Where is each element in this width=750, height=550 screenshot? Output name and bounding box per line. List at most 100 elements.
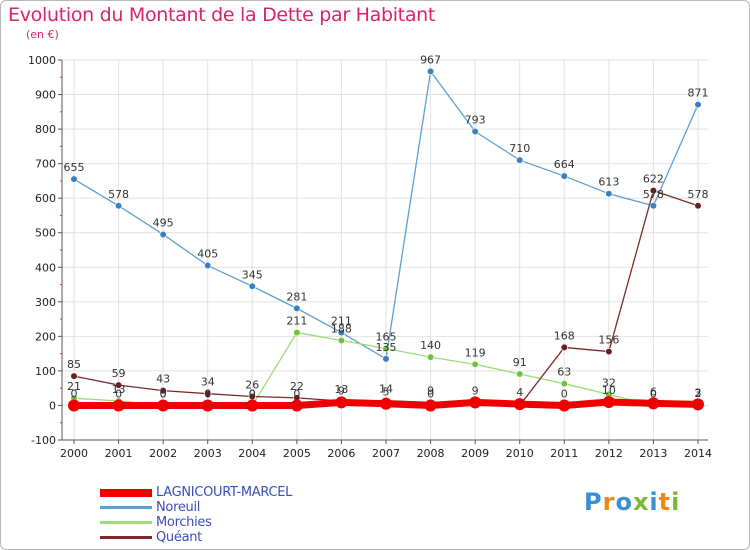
data-point-qu-ant [560,343,568,352]
data-point-morchies [382,344,390,353]
data-label-qu-ant: 168 [554,329,575,342]
data-label-lagnicourt-marcel: 0 [204,387,211,400]
data-point-qu-ant [70,372,78,380]
x-tick-label: 2001 [105,447,133,460]
data-point-lagnicourt-marcel [335,396,348,409]
data-label-qu-ant: 59 [112,367,126,380]
data-label-noreuil: 664 [554,158,575,171]
data-label-morchies: 13 [112,383,126,396]
y-tick-label: 1000 [28,54,56,67]
data-label-qu-ant: 156 [598,334,619,347]
data-label-lagnicourt-marcel: 10 [602,384,616,397]
data-label-noreuil: 578 [108,188,129,201]
data-label-morchies: 165 [376,330,397,343]
data-label-noreuil: 495 [153,216,174,229]
data-label-qu-ant: 22 [290,380,304,393]
data-label-morchies: 32 [602,376,616,389]
data-point-noreuil [516,156,524,164]
data-label-noreuil: 967 [420,53,441,66]
legend-label: Morchies [156,515,212,530]
legend-swatch [100,521,152,524]
x-tick-label: 2008 [417,447,445,460]
logo-letter: P [584,488,603,516]
data-label-morchies: 140 [420,339,441,352]
y-tick-label: 200 [35,330,56,343]
data-point-noreuil [114,202,123,210]
data-point-qu-ant [605,347,613,356]
data-point-qu-ant [694,202,702,210]
data-label-morchies: 211 [286,315,307,328]
proxiti-logo: Proxiti [584,488,680,516]
legend-label: Quéant [156,530,202,545]
y-tick-label: -100 [31,434,56,447]
data-point-noreuil [426,67,435,75]
data-point-noreuil [560,172,568,180]
logo-letter: i [671,488,681,516]
data-label-lagnicourt-marcel: 0 [115,387,122,400]
data-label-lagnicourt-marcel: 5 [383,386,390,399]
x-tick-label: 2007 [372,447,400,460]
data-label-qu-ant: 9 [427,384,434,397]
data-point-noreuil [649,202,658,210]
data-point-qu-ant [114,381,123,389]
data-label-morchies: 119 [465,346,486,359]
data-point-lagnicourt-marcel [112,399,125,412]
data-label-noreuil: 710 [509,142,530,155]
data-point-noreuil [293,304,301,312]
data-label-qu-ant: 43 [156,373,170,386]
data-label-noreuil: 135 [376,341,397,354]
data-point-morchies [426,353,435,361]
data-label-noreuil: 793 [465,114,486,127]
data-label-noreuil: 211 [331,315,352,328]
data-label-morchies: 21 [67,380,81,393]
x-tick-label: 2014 [684,447,712,460]
data-point-noreuil [337,328,346,337]
legend-label: LAGNICOURT-MARCEL [156,485,293,500]
data-label-lagnicourt-marcel: 0 [249,387,256,400]
data-label-morchies: 91 [513,356,527,369]
data-point-noreuil [471,127,479,136]
data-point-morchies [471,360,479,368]
data-label-morchies: 188 [331,323,352,336]
data-point-lagnicourt-marcel [513,398,526,411]
data-point-qu-ant [649,186,658,195]
x-tick-label: 2003 [194,447,222,460]
data-label-morchies: 0 [160,387,167,400]
data-point-noreuil [605,190,613,198]
data-point-lagnicourt-marcel [558,399,571,412]
data-label-qu-ant: 578 [688,188,709,201]
data-label-lagnicourt-marcel: 9 [472,384,479,397]
data-point-noreuil [248,282,256,290]
data-label-qu-ant: 14 [379,383,393,396]
y-tick-label: 900 [35,89,56,102]
data-label-lagnicourt-marcel: 6 [650,385,657,398]
data-point-lagnicourt-marcel [157,399,170,412]
data-point-morchies [337,336,346,345]
x-tick-label: 2004 [238,447,266,460]
data-label-noreuil: 613 [598,176,619,189]
x-tick-label: 2002 [149,447,177,460]
data-label-noreuil: 281 [286,290,307,303]
logo-letter: t [658,488,672,516]
data-label-morchies: 2 [695,387,702,400]
data-label-noreuil: 655 [64,161,85,174]
unit-label: (en €) [26,28,59,41]
data-point-morchies [293,328,301,337]
x-tick-label: 2006 [327,447,355,460]
y-tick-label: 600 [35,192,56,205]
data-label-morchies: 0 [204,387,211,400]
logo-letter: r [602,488,616,516]
data-point-lagnicourt-marcel [692,398,704,411]
data-label-lagnicourt-marcel: 0 [427,387,434,400]
legend-swatch [100,536,152,539]
data-point-lagnicourt-marcel [201,399,214,412]
y-tick-label: 400 [35,261,56,274]
legend-swatch [100,489,152,497]
x-tick-label: 2013 [639,447,667,460]
y-tick-label: 500 [35,227,56,240]
data-label-qu-ant: 13 [334,383,348,396]
data-label-qu-ant: 34 [201,376,215,389]
x-tick-label: 2005 [283,447,311,460]
